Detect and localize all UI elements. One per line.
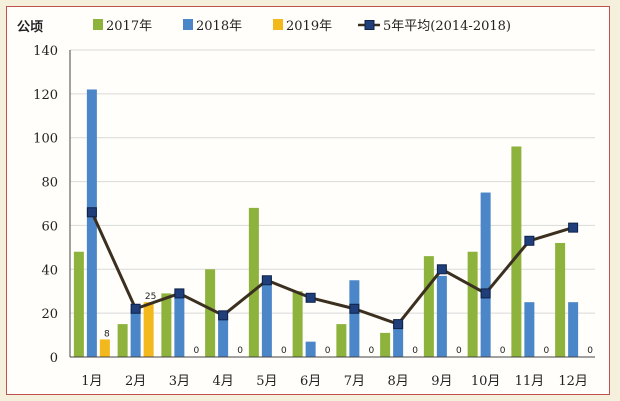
- bar: [423, 256, 434, 357]
- legend-label: 2017年: [106, 19, 152, 34]
- legend-swatch: [273, 19, 283, 30]
- data-label: 0: [325, 346, 331, 356]
- bar: [130, 308, 141, 357]
- data-label: 0: [237, 346, 243, 356]
- bar: [467, 251, 478, 357]
- x-tick-label: 4月: [212, 374, 233, 389]
- line-marker: [261, 275, 272, 286]
- line-marker: [393, 319, 404, 330]
- line-marker: [524, 235, 535, 246]
- legend-label: 2019年: [286, 19, 332, 34]
- x-tick-label: 12月: [558, 374, 588, 389]
- bar: [205, 269, 216, 357]
- bar: [117, 324, 128, 357]
- bar: [555, 242, 566, 357]
- gridlines: [70, 49, 595, 314]
- data-labels: 8 25 0 0 0 0 0 0 0 0 0 0: [104, 292, 593, 356]
- y-tick-label: 60: [41, 219, 58, 234]
- line-marker: [436, 264, 447, 275]
- bar: [336, 324, 347, 357]
- data-label: 0: [369, 346, 375, 356]
- data-label: 0: [412, 346, 418, 356]
- line-marker: [305, 292, 316, 303]
- y-tick-label: 80: [41, 176, 58, 191]
- legend-label: 2018年: [196, 19, 242, 34]
- x-tick-label: 11月: [515, 374, 545, 389]
- line-marker: [349, 303, 360, 314]
- bars: [73, 89, 579, 357]
- legend-marker: [364, 20, 375, 30]
- bar: [292, 291, 303, 357]
- bar: [305, 341, 316, 357]
- line-marker: [480, 288, 491, 299]
- x-tick-label: 3月: [169, 374, 190, 389]
- unit-label: 公顷: [17, 20, 43, 35]
- line-marker: [218, 310, 229, 321]
- bar: [73, 251, 84, 357]
- data-label: 0: [587, 346, 593, 356]
- y-tick-label: 40: [41, 263, 58, 278]
- y-tick-label: 120: [33, 88, 58, 103]
- data-label: 0: [456, 346, 462, 356]
- legend-swatch: [93, 19, 103, 30]
- bar: [99, 339, 110, 357]
- bar: [568, 302, 579, 357]
- bar: [511, 146, 522, 357]
- y-tick-label: 20: [41, 307, 58, 322]
- y-tick-label: 140: [33, 44, 58, 59]
- average-line: [86, 207, 579, 330]
- x-tick-label: 2月: [125, 374, 146, 389]
- bar: [380, 332, 391, 357]
- legend: 公顷 2017年 2018年 2019年 5年平均(2014-2018): [17, 19, 511, 35]
- bar: [174, 291, 185, 357]
- bar: [436, 275, 447, 357]
- x-tick-label: 9月: [431, 374, 452, 389]
- bar: [524, 302, 535, 357]
- bar: [349, 280, 360, 357]
- x-tick-label: 10月: [471, 374, 501, 389]
- bar: [261, 275, 272, 357]
- x-tick-label: 6月: [300, 374, 321, 389]
- bar: [86, 89, 97, 357]
- y-tick-label: 100: [33, 132, 58, 147]
- average-series-line: [90, 211, 574, 326]
- line-marker: [174, 288, 185, 299]
- line-marker: [568, 222, 579, 233]
- line-marker: [86, 207, 97, 218]
- legend-label: 5年平均(2014-2018): [383, 19, 511, 34]
- bar: [161, 293, 172, 357]
- bar: [218, 315, 229, 357]
- legend-swatch: [183, 19, 193, 30]
- data-label: 25: [145, 292, 156, 302]
- x-tick-label: 8月: [387, 374, 408, 389]
- chart-frame: 8 25 0 0 0 0 0 0 0 0 0 0 0 20 40 60 80 100 120 140 1月 2月 3月 4月…: [6, 6, 610, 395]
- data-label: 0: [500, 346, 506, 356]
- data-label: 0: [194, 346, 200, 356]
- x-tick-label: 5月: [256, 374, 277, 389]
- data-label: 0: [544, 346, 550, 356]
- bar: [248, 207, 259, 357]
- bar: [143, 302, 154, 357]
- data-label: 0: [281, 346, 287, 356]
- line-marker: [130, 303, 141, 314]
- bar: [480, 192, 491, 357]
- y-tick-label: 0: [50, 351, 58, 366]
- x-tick-label: 1月: [81, 374, 102, 389]
- x-tick-label: 7月: [344, 374, 365, 389]
- bar: [393, 321, 404, 357]
- chart: 8 25 0 0 0 0 0 0 0 0 0 0 0 20 40 60 80 100 120 140 1月 2月 3月 4月…: [17, 19, 595, 389]
- data-label: 8: [104, 329, 110, 339]
